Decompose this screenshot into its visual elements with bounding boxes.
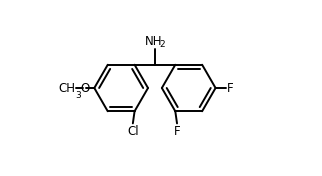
Text: NH: NH [145,35,163,48]
Text: CH: CH [58,81,75,95]
Text: 2: 2 [159,40,165,49]
Text: 3: 3 [76,91,81,100]
Text: F: F [227,81,233,95]
Text: F: F [174,125,180,138]
Text: Cl: Cl [127,125,139,138]
Text: O: O [80,81,90,95]
